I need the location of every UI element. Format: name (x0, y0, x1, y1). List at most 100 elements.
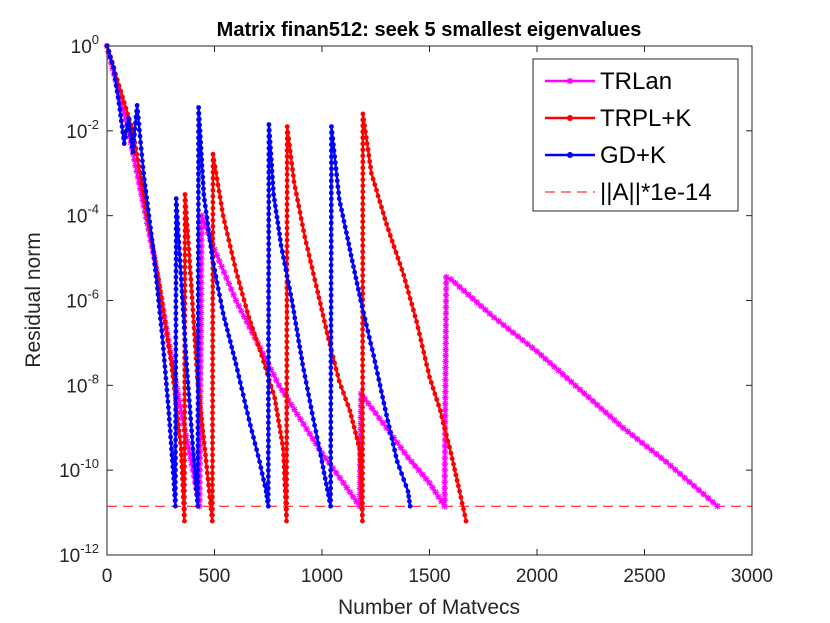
data-point (200, 180, 206, 186)
data-point (273, 376, 280, 384)
data-point (248, 320, 254, 326)
data-point (266, 438, 271, 443)
data-point (377, 382, 383, 388)
data-point (444, 432, 449, 438)
data-point (328, 389, 334, 395)
data-point (397, 444, 405, 451)
data-point (360, 380, 365, 386)
data-point (191, 458, 197, 463)
y-tick-exponent: -6 (87, 287, 99, 302)
data-point (360, 428, 365, 434)
data-point (162, 358, 167, 363)
data-point (284, 333, 290, 339)
data-point (284, 375, 290, 380)
data-point (300, 420, 307, 428)
data-point (136, 121, 142, 127)
data-point (210, 211, 216, 217)
data-point (324, 330, 330, 336)
data-point (442, 346, 449, 353)
data-point (284, 213, 290, 219)
data-point (165, 337, 171, 343)
data-point (139, 152, 145, 158)
data-point (332, 154, 338, 160)
data-point (153, 273, 159, 279)
data-point (173, 310, 179, 316)
data-point (195, 377, 201, 382)
data-point (284, 160, 290, 165)
data-point (163, 375, 169, 381)
data-point (447, 276, 455, 283)
data-point (138, 146, 144, 152)
data-point (288, 292, 294, 297)
data-point (329, 172, 334, 178)
data-point (284, 399, 290, 404)
data-point (538, 352, 545, 359)
data-point (372, 182, 378, 188)
data-point (360, 147, 366, 153)
data-point (360, 219, 366, 225)
data-point (328, 226, 334, 232)
x-axis-label: Number of Matvecs (338, 596, 520, 619)
data-point (156, 304, 162, 309)
data-point (278, 429, 283, 435)
data-point (284, 476, 289, 482)
data-point (183, 204, 189, 210)
data-point (164, 331, 170, 337)
data-point (432, 391, 438, 397)
data-point (397, 465, 402, 470)
data-point (354, 281, 360, 286)
data-point (267, 133, 273, 139)
data-point (519, 336, 526, 344)
data-point (182, 397, 188, 403)
data-point (187, 264, 193, 270)
data-point (360, 333, 365, 338)
data-point (360, 488, 365, 494)
data-point (157, 310, 163, 315)
data-point (284, 231, 290, 237)
data-point (266, 277, 271, 282)
data-point (581, 390, 588, 397)
data-point (376, 377, 382, 382)
data-point (177, 258, 183, 264)
data-point (619, 424, 627, 431)
data-point (269, 162, 275, 168)
data-point (284, 411, 290, 416)
data-point (187, 410, 193, 415)
data-point (389, 238, 395, 244)
data-point (112, 70, 117, 76)
data-point (329, 130, 335, 136)
data-point (195, 225, 201, 231)
legend-label: ||A||*1e-14 (600, 179, 712, 206)
data-point (236, 374, 242, 379)
data-point (330, 136, 336, 142)
data-point (173, 473, 178, 479)
data-point (294, 411, 301, 418)
data-point (137, 133, 143, 139)
data-point (189, 295, 195, 300)
data-point (384, 221, 389, 227)
data-point (184, 367, 190, 373)
data-point (441, 466, 449, 474)
data-point (188, 276, 194, 282)
data-point (195, 268, 201, 273)
data-point (166, 416, 172, 422)
data-point (136, 163, 142, 169)
data-point (284, 381, 290, 386)
y-tick-base: 10 (66, 207, 87, 228)
data-point (173, 196, 179, 202)
data-point (500, 321, 507, 329)
data-point (173, 503, 178, 509)
data-point (164, 381, 169, 387)
data-point (290, 167, 295, 172)
data-point (284, 488, 289, 494)
data-point (338, 202, 343, 207)
data-point (360, 482, 365, 488)
data-point (315, 289, 321, 295)
data-point (266, 414, 271, 420)
data-point (123, 128, 129, 134)
data-point (442, 352, 449, 359)
data-point (210, 302, 216, 307)
data-point (192, 463, 197, 469)
data-point (182, 494, 187, 500)
data-point (210, 320, 216, 325)
